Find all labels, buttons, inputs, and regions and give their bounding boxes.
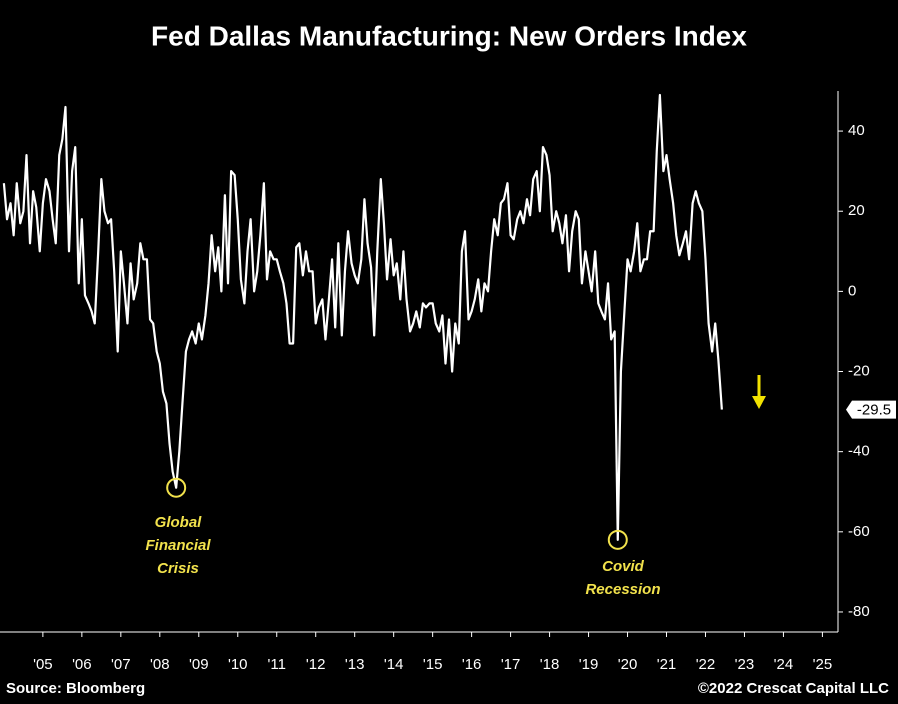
x-tick-label: '20 xyxy=(618,656,638,673)
annotation-text: Recession xyxy=(585,581,660,598)
last-value-text: -29.5 xyxy=(857,402,891,419)
x-tick-label: '19 xyxy=(579,656,599,673)
y-tick-label: 40 xyxy=(848,122,865,139)
x-tick-label: '12 xyxy=(306,656,326,673)
x-tick-label: '14 xyxy=(384,656,404,673)
y-tick-label: -80 xyxy=(848,603,870,620)
x-tick-label: '23 xyxy=(735,656,755,673)
chart-title: Fed Dallas Manufacturing: New Orders Ind… xyxy=(151,20,747,51)
copyright: ©2022 Crescat Capital LLC xyxy=(698,680,889,697)
annotation-text: Global xyxy=(155,514,203,531)
down-arrow xyxy=(752,375,766,409)
y-tick-label: 20 xyxy=(848,202,865,219)
y-tick-label: 0 xyxy=(848,282,856,299)
y-tick-label: -40 xyxy=(848,443,870,460)
x-tick-label: '11 xyxy=(268,656,286,673)
data-line xyxy=(2,93,723,541)
x-tick-label: '06 xyxy=(72,656,92,673)
annotation-circle xyxy=(166,477,187,498)
x-tick-label: '13 xyxy=(345,656,365,673)
last-value-box xyxy=(846,400,896,419)
last-value-label: -29.5 xyxy=(846,400,896,419)
x-tick-label: '10 xyxy=(228,656,248,673)
x-tick-label: '09 xyxy=(189,656,209,673)
x-tick-label: '18 xyxy=(540,656,560,673)
x-tick-label: '07 xyxy=(111,656,131,673)
x-tick-label: '15 xyxy=(423,656,443,673)
y-tick-label: -60 xyxy=(848,523,870,540)
x-tick-label: '22 xyxy=(696,656,716,673)
x-tick-label: '25 xyxy=(813,656,833,673)
x-tick-label: '08 xyxy=(150,656,170,673)
annotation-text: Covid xyxy=(602,558,645,575)
x-tick-label: '17 xyxy=(501,656,521,673)
x-tick-label: '24 xyxy=(774,656,794,673)
annotation-circle xyxy=(607,529,628,550)
x-tick-label: '21 xyxy=(657,656,677,673)
annotation-text: Financial xyxy=(145,537,211,554)
source: Source: Bloomberg xyxy=(6,680,145,697)
x-tick-label: '16 xyxy=(462,656,482,673)
y-tick-label: -20 xyxy=(848,362,870,379)
x-tick-label: '05 xyxy=(33,656,53,673)
annotation-text: Crisis xyxy=(157,560,199,577)
